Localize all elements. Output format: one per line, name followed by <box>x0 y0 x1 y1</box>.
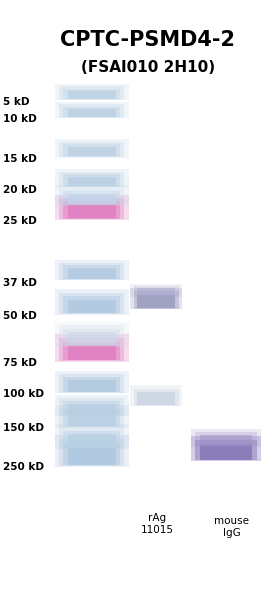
Bar <box>68 414 116 426</box>
Bar <box>68 299 116 313</box>
Text: 15 kD: 15 kD <box>3 154 36 164</box>
Bar <box>55 169 129 188</box>
Bar <box>64 265 120 280</box>
Bar <box>130 385 182 406</box>
Text: 150 kD: 150 kD <box>3 424 44 433</box>
Bar <box>64 202 120 218</box>
Text: 25 kD: 25 kD <box>3 216 36 226</box>
Bar <box>59 263 124 280</box>
Bar <box>137 288 175 296</box>
Bar <box>68 268 116 279</box>
Text: 100 kD: 100 kD <box>3 389 44 399</box>
Text: 250 kD: 250 kD <box>3 462 44 472</box>
Bar <box>64 144 120 157</box>
Bar <box>64 431 120 448</box>
Text: rAg
11015: rAg 11015 <box>141 513 174 535</box>
Bar <box>55 84 129 100</box>
Bar <box>191 430 261 446</box>
Bar <box>59 86 124 100</box>
Bar <box>55 435 129 467</box>
Bar <box>64 191 120 205</box>
Bar <box>55 102 129 118</box>
Bar <box>64 377 120 392</box>
Bar <box>64 411 120 427</box>
Bar <box>68 205 116 218</box>
Bar <box>130 284 182 297</box>
Bar <box>64 443 120 465</box>
Bar <box>59 172 124 187</box>
Bar <box>195 432 257 446</box>
Text: 37 kD: 37 kD <box>3 278 37 287</box>
Bar <box>200 444 252 460</box>
Bar <box>59 439 124 466</box>
Bar <box>68 194 116 205</box>
Bar <box>68 380 116 392</box>
Bar <box>64 174 120 187</box>
Text: mouse
IgG: mouse IgG <box>214 516 249 538</box>
Bar <box>64 341 120 361</box>
Bar <box>59 142 124 157</box>
Bar <box>68 109 116 117</box>
Bar <box>137 295 175 308</box>
Text: 50 kD: 50 kD <box>3 311 36 321</box>
Bar <box>59 293 124 314</box>
Bar <box>55 185 129 206</box>
Text: CPTC-PSMD4-2: CPTC-PSMD4-2 <box>61 30 235 50</box>
Text: 10 kD: 10 kD <box>3 114 36 124</box>
Bar <box>59 374 124 393</box>
Bar <box>64 401 120 415</box>
Text: 20 kD: 20 kD <box>3 185 36 194</box>
Bar <box>55 289 129 314</box>
Bar <box>133 292 179 308</box>
Bar <box>68 91 116 99</box>
Bar <box>59 338 124 361</box>
Bar <box>55 322 129 347</box>
Bar <box>68 176 116 186</box>
Bar <box>64 89 120 100</box>
Bar <box>68 332 116 345</box>
Text: 5 kD: 5 kD <box>3 97 29 107</box>
Bar <box>59 427 124 448</box>
Bar <box>55 395 129 416</box>
Bar <box>55 424 129 449</box>
Bar <box>59 408 124 427</box>
Bar <box>68 346 116 360</box>
Bar <box>64 296 120 313</box>
Bar <box>59 398 124 415</box>
Bar <box>59 188 124 205</box>
Bar <box>55 194 129 220</box>
Bar <box>55 405 129 428</box>
Bar <box>68 434 116 447</box>
Bar <box>195 440 257 460</box>
Bar <box>137 392 175 405</box>
Bar <box>64 107 120 118</box>
Bar <box>55 371 129 394</box>
Bar <box>68 146 116 156</box>
Bar <box>68 404 116 415</box>
Bar <box>133 389 179 406</box>
Bar <box>55 260 129 280</box>
Bar <box>59 325 124 346</box>
Bar <box>55 139 129 158</box>
Text: (FSAI010 2H10): (FSAI010 2H10) <box>81 60 215 75</box>
Bar <box>55 334 129 362</box>
Bar <box>133 286 179 297</box>
Bar <box>68 448 116 464</box>
Bar <box>59 198 124 219</box>
Bar <box>191 436 261 461</box>
Text: 75 kD: 75 kD <box>3 358 37 368</box>
Bar <box>130 288 182 309</box>
Bar <box>64 329 120 346</box>
Bar <box>200 435 252 446</box>
Bar <box>59 104 124 118</box>
